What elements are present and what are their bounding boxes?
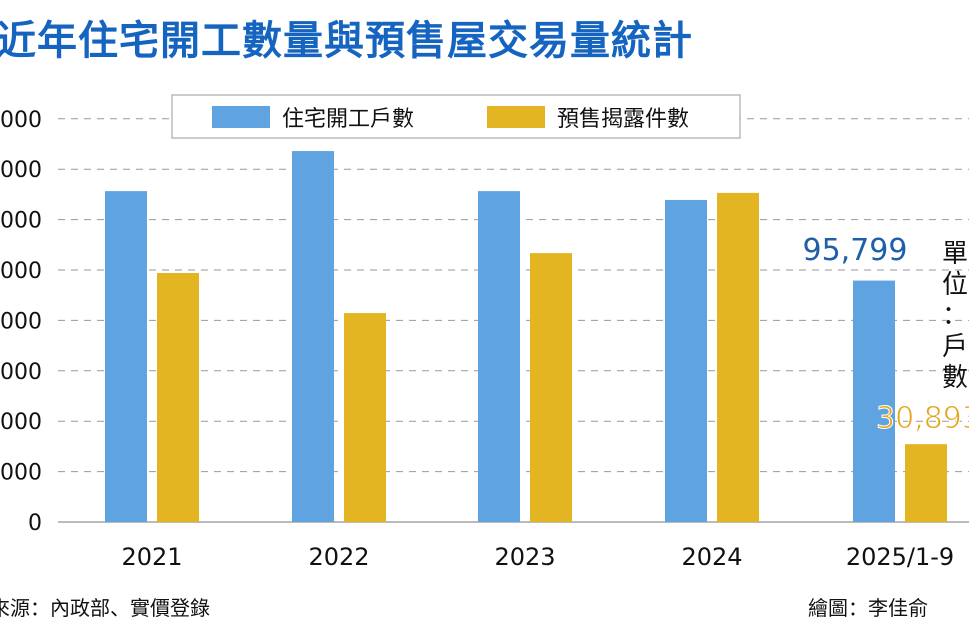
bar-presale-2022 [344, 313, 386, 522]
x-tick-label: 2025/1-9 [846, 543, 954, 571]
bar-housing-starts-2024 [665, 199, 707, 522]
bar-housing-starts-2022 [292, 151, 334, 522]
unit-note-char: 戶 [942, 332, 968, 362]
y-tick-label: 80000 [0, 309, 42, 334]
y-tick-label: 20000 [0, 461, 42, 486]
data-label-presale-2025: 30,893 [876, 401, 969, 436]
unit-note-char: ： [942, 301, 968, 331]
source-note: 來源：內政部、實價登錄 [0, 596, 210, 620]
bar-presale-2021 [157, 273, 199, 522]
chart-title: 近年住宅開工數量與預售屋交易量統計 [0, 18, 693, 64]
y-tick-label: 160000 [0, 108, 42, 133]
y-tick-label: 140000 [0, 158, 42, 183]
unit-note-char: 單 [942, 239, 968, 269]
unit-note-char: 數 [942, 363, 968, 393]
legend-swatch [212, 106, 270, 128]
bar-presale-2025/1-9 [905, 444, 947, 522]
bar-presale-2024 [717, 192, 759, 522]
x-tick-label: 2023 [494, 543, 555, 571]
bar-presale-2023 [530, 253, 572, 522]
x-tick-label: 2024 [681, 543, 742, 571]
credit-note: 繪圖：李佳俞 [808, 596, 928, 620]
y-tick-label: 100000 [0, 259, 42, 284]
x-tick-label: 2022 [308, 543, 369, 571]
y-tick-label: 0 [28, 511, 42, 536]
legend-label: 住宅開工戶數 [282, 107, 414, 132]
bar-housing-starts-2021 [105, 191, 147, 522]
data-label-housing-2025: 95,799 [803, 233, 908, 268]
unit-note-char: 位 [942, 270, 968, 300]
y-tick-label: 60000 [0, 360, 42, 385]
bar-housing-starts-2025/1-9 [853, 280, 895, 522]
legend-label: 預售揭露件數 [557, 107, 689, 132]
y-tick-label: 120000 [0, 209, 42, 234]
legend-swatch [487, 106, 545, 128]
x-tick-label: 2021 [121, 543, 182, 571]
bar-housing-starts-2023 [478, 191, 520, 522]
y-tick-label: 40000 [0, 410, 42, 435]
